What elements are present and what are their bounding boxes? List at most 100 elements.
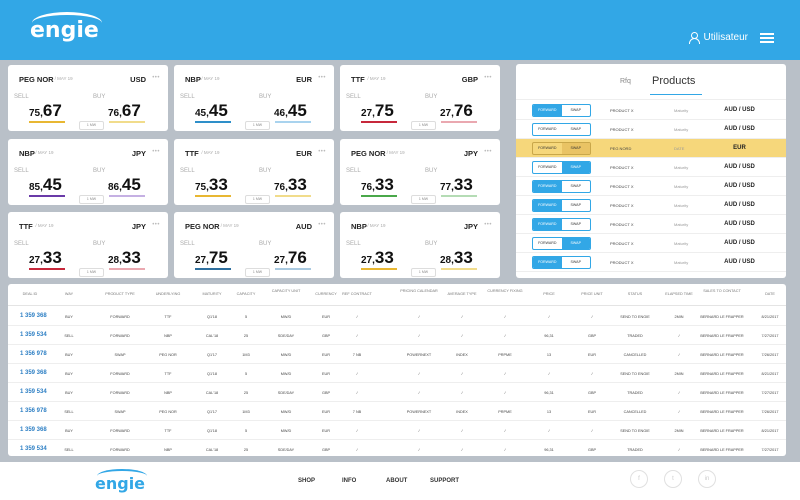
rate-card[interactable]: PEG NOR / MAY 19 USD ••• SELL BUY 75,67 76,67 1 … — [8, 65, 168, 131]
forward-option[interactable]: FORWARD — [533, 257, 562, 268]
buy-price-button[interactable]: 77,33 — [440, 175, 473, 195]
rate-card[interactable]: NBP / MAY 19 JPY ••• SELL BUY 85,45 86,45 1 MW — [8, 139, 168, 205]
column-header[interactable]: STATUS — [627, 292, 643, 296]
buy-price-button[interactable]: 76,67 — [108, 101, 141, 121]
table-row[interactable]: 1 356 978 SELL SWAP PEG NOR Q1'17 1M3 MW/D EUR 7… — [8, 402, 786, 421]
table-row[interactable]: 1 359 368 BUY FORWARD TTF Q1'18 5 MW/D EUR / / / / /… — [8, 307, 786, 326]
column-header[interactable]: PRICE UNIT — [581, 292, 603, 296]
user-menu[interactable]: Utilisateur — [688, 32, 748, 44]
table-row[interactable]: 1 359 368 BUY FORWARD TTF Q1'18 5 MW/D EUR / / / / /… — [8, 421, 786, 440]
forward-option[interactable]: FORWARD — [538, 165, 557, 169]
column-header[interactable]: WAY — [64, 292, 74, 296]
column-header[interactable]: SALES TO CONTACT — [703, 289, 741, 293]
card-more-icon[interactable]: ••• — [152, 149, 160, 155]
swap-option[interactable]: SWAP — [570, 203, 581, 207]
card-more-icon[interactable]: ••• — [484, 149, 492, 155]
forward-option[interactable]: FORWARD — [533, 200, 562, 211]
buy-price-button[interactable]: 46,45 — [274, 101, 307, 121]
buy-price-button[interactable]: 28,33 — [108, 248, 141, 268]
column-header[interactable]: MATURITY — [202, 292, 222, 296]
card-more-icon[interactable]: ••• — [484, 222, 492, 228]
tab-products[interactable]: Products — [652, 75, 696, 87]
card-more-icon[interactable]: ••• — [318, 222, 326, 228]
buy-price-button[interactable]: 27,76 — [440, 101, 473, 121]
deal-id-link[interactable]: 1 356 978 — [20, 351, 47, 357]
column-header[interactable]: CURRENCY — [315, 292, 337, 296]
column-header[interactable]: PRICING CALENDAR — [400, 289, 438, 293]
sell-price-button[interactable]: 27,75 — [195, 248, 228, 268]
table-row[interactable]: 1 359 534 SELL FORWARD NBP CAL'18 25 SDE/DAY GB… — [8, 326, 786, 345]
rate-card[interactable]: PEG NOR / MAY 19 JPY ••• SELL BUY 76,33 77,33 1 … — [340, 139, 500, 205]
forward-option[interactable]: FORWARD — [538, 127, 557, 131]
forward-option[interactable]: FORWARD — [533, 181, 562, 192]
swap-option[interactable]: SWAP — [570, 222, 581, 226]
sell-price-button[interactable]: 45,45 — [195, 101, 228, 121]
facebook-icon[interactable]: f — [630, 470, 648, 488]
product-row[interactable]: FORWARD SWAP PRODUCT X Maturity AUD / USD — [516, 253, 786, 272]
footer-engie-logo[interactable]: engie — [95, 469, 147, 494]
column-header[interactable]: PRICE — [543, 292, 555, 296]
footer-link-support[interactable]: SUPPORT — [430, 478, 460, 484]
deal-id-link[interactable]: 1 359 368 — [20, 313, 47, 319]
buy-price-button[interactable]: 27,76 — [274, 248, 307, 268]
twitter-icon[interactable]: t — [664, 470, 682, 488]
footer-link-shop[interactable]: SHOP — [298, 478, 316, 484]
quantity-field[interactable]: 1 MW — [79, 195, 104, 204]
product-row[interactable]: FORWARD SWAP PRODUCT X Maturity AUD / USD — [516, 196, 786, 215]
sell-price-button[interactable]: 85,45 — [29, 175, 62, 195]
table-row[interactable]: 1 359 534 SELL FORWARD NBP CAL'18 25 SDE/DAY GB… — [8, 440, 786, 456]
rate-card[interactable]: PEG NOR / MAY 19 AUD ••• SELL BUY 27,75 27,76 1 … — [174, 212, 334, 278]
rate-card[interactable]: NBP / MAY 19 JPY ••• SELL BUY 27,33 28,33 1 MW — [340, 212, 500, 278]
column-header[interactable]: ELAPSED TIME — [665, 292, 693, 296]
sell-price-button[interactable]: 27,33 — [29, 248, 62, 268]
product-row[interactable]: FORWARD SWAP PRODUCT X Maturity AUD / USD — [516, 234, 786, 253]
buy-price-button[interactable]: 86,45 — [108, 175, 141, 195]
product-row[interactable]: FORWARD SWAP PRODUCT X Maturity AUD / USD — [516, 215, 786, 234]
footer-link-about[interactable]: ABOUT — [386, 478, 408, 484]
deal-id-link[interactable]: 1 359 534 — [20, 332, 47, 338]
column-header[interactable]: CAPACITY — [236, 292, 256, 296]
table-row[interactable]: 1 359 534 BUY FORWARD NBP CAL'18 25 SDE/DAY GBP… — [8, 383, 786, 402]
engie-logo[interactable]: engie — [30, 12, 102, 43]
quantity-field[interactable]: 1 MW — [411, 121, 436, 130]
rate-card[interactable]: TTF / MAY 19 JPY ••• SELL BUY 27,33 28,33 1 MW — [8, 212, 168, 278]
forward-option[interactable]: FORWARD — [533, 105, 562, 116]
sell-price-button[interactable]: 27,33 — [361, 248, 394, 268]
swap-option[interactable]: SWAP — [561, 143, 590, 154]
sell-price-button[interactable]: 76,33 — [361, 175, 394, 195]
quantity-field[interactable]: 1 MW — [245, 121, 270, 130]
column-header[interactable]: DEAL ID — [22, 292, 38, 296]
rate-card[interactable]: NBP / MAY 19 EUR ••• SELL BUY 45,45 46,45 1 MW — [174, 65, 334, 131]
forward-option[interactable]: FORWARD — [533, 219, 562, 230]
sell-price-button[interactable]: 75,67 — [29, 101, 62, 121]
swap-option[interactable]: SWAP — [561, 238, 590, 249]
column-header[interactable]: UNDERLYING — [155, 292, 181, 296]
swap-option[interactable]: SWAP — [570, 127, 581, 131]
product-row[interactable]: FORWARD SWAP PRODUCT X Maturity AUD / USD — [516, 120, 786, 139]
swap-option[interactable]: SWAP — [561, 162, 590, 173]
column-header[interactable]: CAPACITY UNIT — [271, 289, 301, 293]
column-header[interactable]: CURRENCY FIXING — [487, 289, 523, 293]
quantity-field[interactable]: 1 MW — [79, 121, 104, 130]
tab-rfq[interactable]: Rfq — [620, 78, 631, 85]
linkedin-icon[interactable]: in — [698, 470, 716, 488]
buy-price-button[interactable]: 76,33 — [274, 175, 307, 195]
table-row[interactable]: 1 356 978 BUY SWAP PEG NOR Q1'17 1M3 MW/D EUR 7 … — [8, 345, 786, 364]
deal-id-link[interactable]: 1 356 978 — [20, 408, 47, 414]
table-row[interactable]: 1 359 368 BUY FORWARD TTF Q1'18 5 MW/D EUR / / / / /… — [8, 364, 786, 383]
product-row[interactable]: FORWARD SWAP PRODUCT X Maturity AUD / USD — [516, 101, 786, 120]
card-more-icon[interactable]: ••• — [152, 222, 160, 228]
quantity-field[interactable]: 1 MW — [245, 268, 270, 277]
quantity-field[interactable]: 1 MW — [245, 195, 270, 204]
hamburger-menu-icon[interactable] — [760, 33, 774, 43]
buy-price-button[interactable]: 28,33 — [440, 248, 473, 268]
deal-id-link[interactable]: 1 359 534 — [20, 446, 47, 452]
forward-option[interactable]: FORWARD — [538, 241, 557, 245]
sell-price-button[interactable]: 27,75 — [361, 101, 394, 121]
quantity-field[interactable]: 1 MW — [411, 268, 436, 277]
card-more-icon[interactable]: ••• — [484, 75, 492, 81]
column-header[interactable]: PRODUCT TYPE — [105, 292, 135, 296]
forward-option[interactable]: FORWARD — [538, 146, 557, 150]
product-row[interactable]: FORWARD SWAP PRODUCT X Maturity AUD / USD — [516, 158, 786, 177]
sell-price-button[interactable]: 75,33 — [195, 175, 228, 195]
